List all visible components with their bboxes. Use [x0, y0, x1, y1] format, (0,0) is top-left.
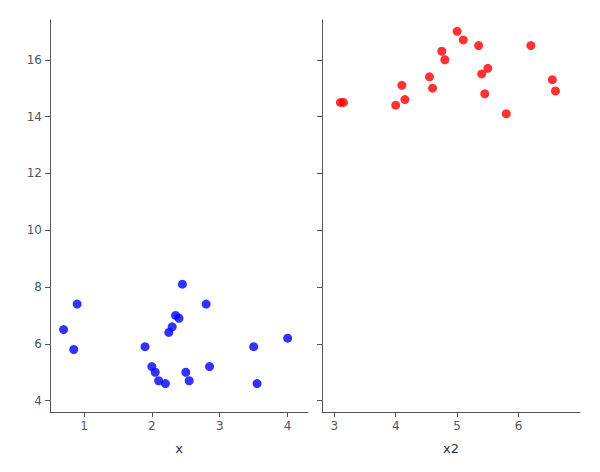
svg-text:16: 16 [27, 53, 42, 67]
svg-text:8: 8 [34, 280, 42, 294]
svg-text:6: 6 [34, 337, 42, 351]
svg-text:6: 6 [515, 419, 523, 433]
svg-text:3: 3 [216, 419, 224, 433]
svg-text:3: 3 [330, 419, 338, 433]
svg-text:x: x [175, 441, 183, 456]
svg-text:1: 1 [80, 419, 88, 433]
svg-text:10: 10 [27, 223, 42, 237]
svg-text:2: 2 [148, 419, 156, 433]
svg-text:x2: x2 [443, 441, 459, 456]
svg-text:4: 4 [392, 419, 400, 433]
svg-text:5: 5 [453, 419, 461, 433]
svg-text:4: 4 [284, 419, 292, 433]
svg-text:4: 4 [34, 394, 42, 408]
svg-text:12: 12 [27, 166, 42, 180]
svg-text:14: 14 [27, 110, 42, 124]
